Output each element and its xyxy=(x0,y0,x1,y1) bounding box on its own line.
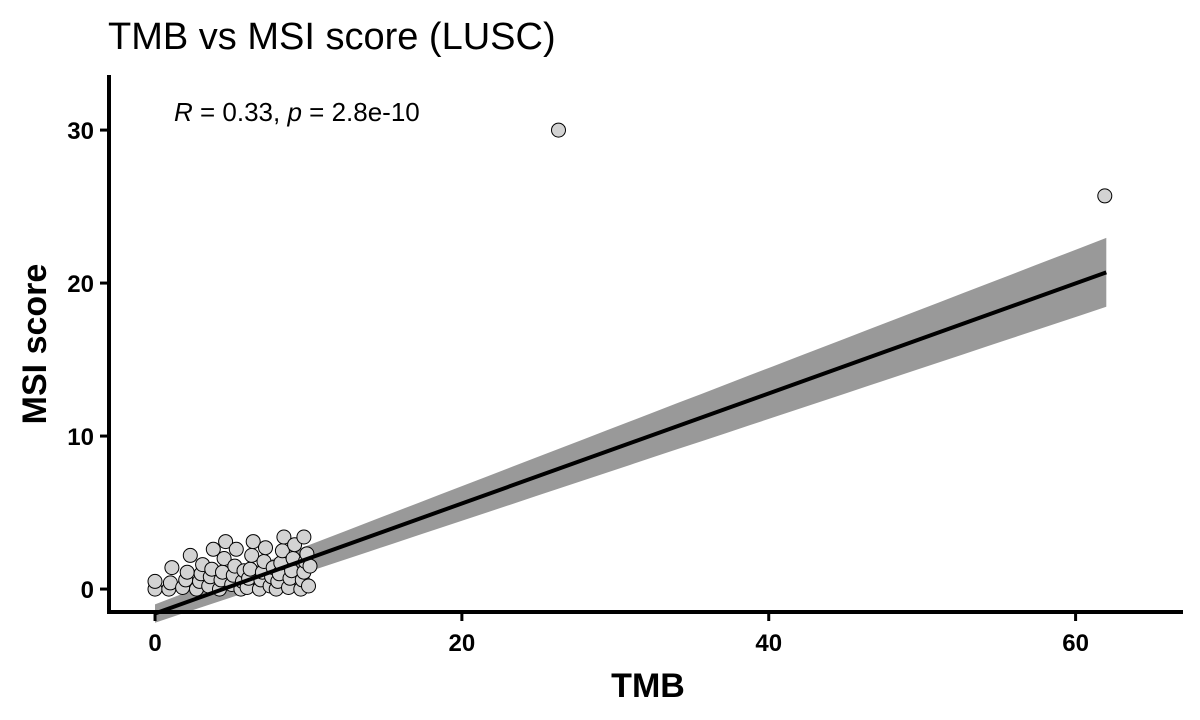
data-point xyxy=(164,560,180,576)
data-point xyxy=(205,541,221,557)
data-point xyxy=(276,529,292,545)
data-point xyxy=(242,561,258,577)
data-point xyxy=(296,529,312,545)
data-point xyxy=(1097,188,1113,204)
x-tick-label: 60 xyxy=(1062,630,1089,657)
data-point xyxy=(182,547,198,563)
chart-title: TMB vs MSI score (LUSC) xyxy=(108,16,556,58)
data-point xyxy=(179,564,195,580)
p-value: = 2.8e-10 xyxy=(302,97,420,127)
data-point xyxy=(147,573,163,589)
x-axis-ticks: 0 20 40 60 xyxy=(148,612,1089,657)
r-label: R xyxy=(174,97,193,127)
data-point xyxy=(218,534,234,550)
y-axis-title: MSI score xyxy=(16,264,54,425)
x-tick-label: 40 xyxy=(755,630,782,657)
plot-area xyxy=(147,122,1113,623)
data-point xyxy=(228,541,244,557)
y-tick-label: 10 xyxy=(67,424,94,451)
correlation-annotation: R = 0.33, p = 2.8e-10 xyxy=(174,97,420,127)
data-point xyxy=(216,551,232,566)
data-point xyxy=(551,122,566,138)
x-tick-label: 20 xyxy=(449,630,476,657)
regression-line xyxy=(154,270,1107,616)
y-axis-ticks: 0 10 20 30 xyxy=(67,118,109,604)
data-point xyxy=(258,540,273,556)
y-tick-label: 0 xyxy=(81,577,94,604)
confidence-band xyxy=(155,237,1107,623)
data-point xyxy=(245,534,261,550)
y-tick-label: 20 xyxy=(67,271,94,298)
r-value: = 0.33, xyxy=(193,97,288,127)
data-point xyxy=(301,578,316,594)
x-axis-title: TMB xyxy=(611,667,685,705)
p-label: p xyxy=(286,97,301,127)
y-tick-label: 30 xyxy=(67,118,94,145)
x-tick-label: 0 xyxy=(148,630,161,657)
